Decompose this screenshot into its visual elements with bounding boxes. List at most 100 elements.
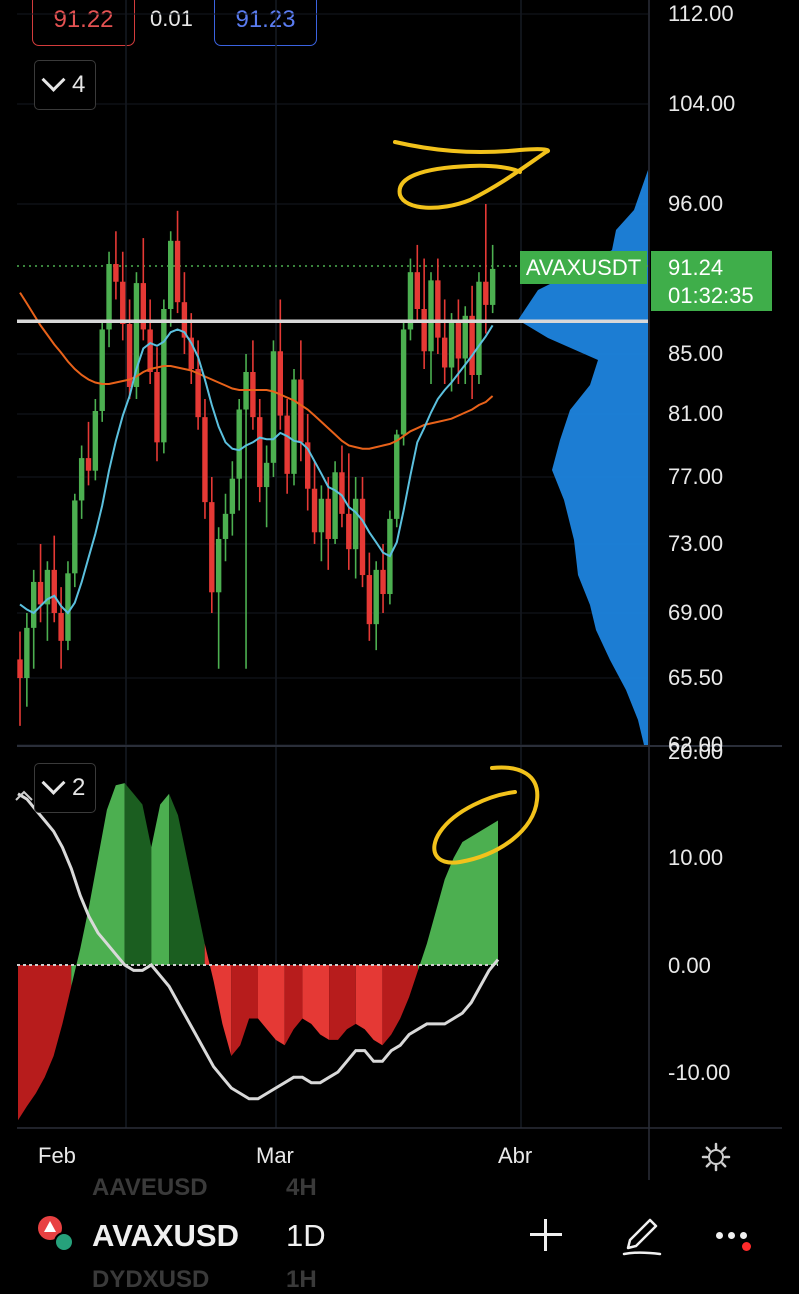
candle-body (236, 409, 242, 479)
interval-button[interactable]: 1D (286, 1218, 326, 1253)
candle-body (58, 613, 64, 641)
chevron-down-icon (41, 770, 66, 795)
annotation-circle-price (393, 140, 550, 210)
candle-body (332, 472, 338, 539)
grid (17, 0, 648, 1128)
candle-body (126, 324, 133, 387)
oscillator-tick-label: 20.00 (668, 739, 724, 764)
price-tick-label: 104.00 (668, 91, 736, 116)
candle-body (37, 581, 44, 605)
histogram-segment (71, 783, 125, 987)
chevron-down-icon (41, 67, 66, 92)
add-plus-icon[interactable] (530, 1219, 562, 1251)
candle-body (400, 329, 407, 435)
oscillator-histogram (18, 783, 498, 1121)
time-label-mar: Mar (256, 1143, 294, 1168)
candle-body (250, 372, 256, 418)
oscillator-signal-line (17, 792, 500, 1101)
candle-body (51, 569, 57, 613)
histogram-segment (124, 783, 152, 965)
last-price-tag: 91.24 01:32:35 (651, 251, 772, 311)
histogram-segment (258, 965, 285, 1046)
candle-body (469, 315, 475, 375)
symbol-logo-icon (38, 1216, 74, 1252)
price-tick-label: 96.00 (668, 191, 724, 216)
candle-body (483, 281, 489, 305)
candle-body (85, 458, 92, 471)
ma-fast-line (19, 324, 494, 615)
candle-body (92, 411, 99, 471)
candle-body (113, 264, 119, 282)
candle-body (380, 569, 386, 595)
candle-body (325, 498, 331, 539)
candle-body (161, 309, 167, 443)
candle-body (188, 337, 194, 369)
histogram-segment (151, 793, 170, 965)
candle-body (291, 379, 297, 474)
price-tick-label: 69.00 (668, 600, 724, 625)
indicator-count: 4 (72, 71, 86, 98)
candle-body (462, 315, 468, 359)
candle-body (44, 569, 51, 605)
bar-countdown: 01:32:35 (668, 283, 754, 308)
candle-body (222, 513, 229, 539)
candle-body (106, 264, 112, 330)
time-label-feb: Feb (38, 1143, 76, 1168)
ask-price-button[interactable]: 91.23 (214, 0, 317, 46)
histogram-segment (418, 820, 498, 971)
candle-body (428, 280, 434, 352)
oscillator-line-start (15, 790, 33, 801)
candle-body (407, 272, 414, 330)
bid-price-button[interactable]: 91.22 (32, 0, 135, 46)
candle-body (174, 240, 181, 303)
price-tick-label: 81.00 (668, 401, 724, 426)
candle-body (24, 627, 30, 678)
collapse-indicators-button[interactable]: 4 (34, 60, 97, 110)
candle-body (263, 462, 270, 488)
candle-body (147, 329, 153, 372)
collapse-oscillator-button[interactable]: 2 (34, 763, 97, 813)
price-tick-label: 73.00 (668, 531, 724, 556)
oscillator-count: 2 (72, 774, 86, 801)
candle-body (202, 417, 208, 503)
candle-body (352, 498, 359, 550)
candle-body (298, 379, 304, 443)
candle-body (31, 581, 37, 628)
volume-profile-area (518, 170, 648, 745)
candle-body (284, 415, 290, 474)
spread-value: 0.01 (150, 6, 193, 31)
ask-price: 91.23 (235, 6, 296, 33)
candle-body (394, 434, 400, 519)
candle-body (65, 573, 71, 641)
price-tick-label: 65.50 (668, 665, 724, 690)
notification-dot (742, 1242, 751, 1251)
time-label-abr: Abr (498, 1143, 533, 1168)
price-tick-label: 112.00 (668, 1, 734, 26)
settings-gear-icon[interactable] (700, 1141, 732, 1173)
candle-body (414, 272, 420, 309)
candle-body (154, 372, 160, 443)
annotation-circle-oscillator (432, 765, 540, 865)
histogram-segment (355, 965, 383, 1046)
histogram-segment (382, 965, 418, 1046)
drawing-pencil-icon[interactable] (620, 1214, 664, 1258)
ghost-interval-below: 1H (286, 1266, 317, 1293)
oscillator-tick-label: 0.00 (668, 953, 711, 978)
symbol-button[interactable]: AVAXUSD (92, 1218, 239, 1253)
candle-body (421, 309, 427, 352)
candle-body (195, 369, 201, 418)
candle-body (209, 502, 215, 593)
histogram-segment (204, 943, 232, 1056)
candle-body (311, 488, 318, 533)
histogram-segment (231, 965, 258, 1056)
candle-body (373, 569, 379, 625)
candle-body (270, 351, 277, 463)
candle-body (120, 281, 126, 324)
candle-body (476, 281, 482, 375)
last-price-value: 91.24 (668, 255, 724, 280)
ghost-symbol-below: DYDXUSD (92, 1266, 210, 1293)
chart-canvas[interactable] (0, 0, 799, 1180)
candle-body (72, 500, 78, 574)
candle-body (277, 351, 283, 416)
candle-body (305, 442, 311, 489)
